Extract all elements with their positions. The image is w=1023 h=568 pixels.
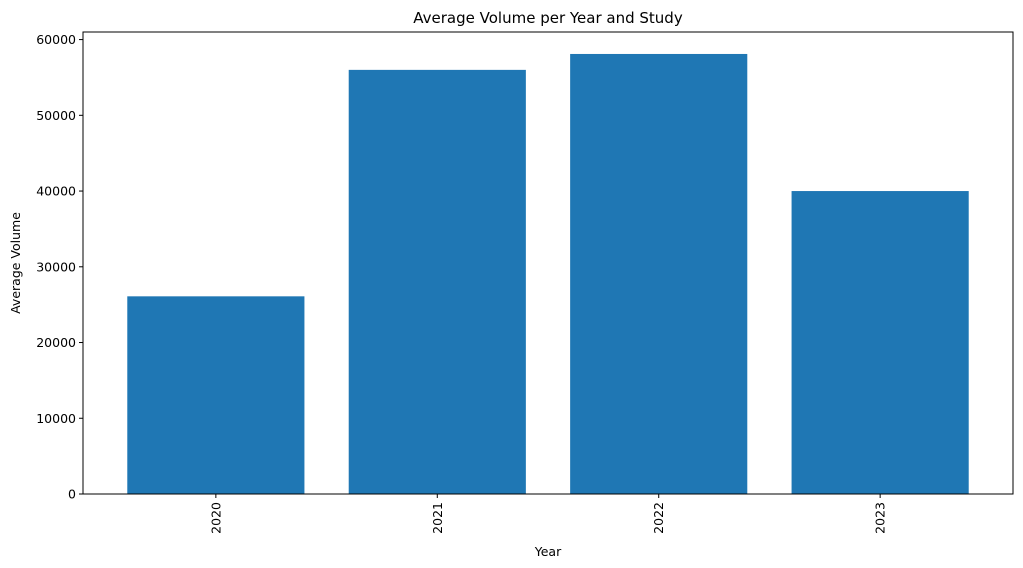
y-tick-label: 50000 <box>36 108 76 123</box>
x-tick-label: 2020 <box>208 502 223 534</box>
x-tick-label: 2023 <box>873 502 888 534</box>
x-axis-label: Year <box>534 544 562 559</box>
y-axis-label: Average Volume <box>8 212 23 314</box>
chart-title: Average Volume per Year and Study <box>413 9 683 27</box>
y-tick-label: 60000 <box>36 32 76 47</box>
bars-layer <box>127 53 969 495</box>
x-axis-ticks: 2020 2021 2022 2023 <box>208 494 888 534</box>
bar-2021 <box>348 69 526 495</box>
bar-2023 <box>791 191 969 494</box>
y-tick-label: 30000 <box>36 259 76 274</box>
x-tick-label: 2021 <box>430 502 445 534</box>
bar-2020 <box>127 296 305 494</box>
y-tick-label: 10000 <box>36 411 76 426</box>
y-axis-ticks: 0 10000 20000 30000 40000 50000 60000 <box>36 32 83 502</box>
x-tick-label: 2022 <box>651 502 666 534</box>
y-tick-label: 40000 <box>36 184 76 199</box>
y-tick-label: 0 <box>68 487 76 502</box>
bar-2022 <box>570 53 748 495</box>
plot-frame <box>82 31 1014 495</box>
y-tick-label: 20000 <box>36 335 76 350</box>
